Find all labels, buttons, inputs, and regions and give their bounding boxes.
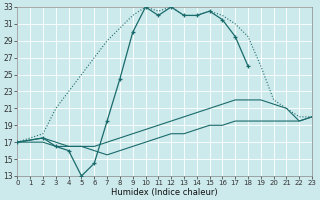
X-axis label: Humidex (Indice chaleur): Humidex (Indice chaleur) <box>111 188 218 197</box>
